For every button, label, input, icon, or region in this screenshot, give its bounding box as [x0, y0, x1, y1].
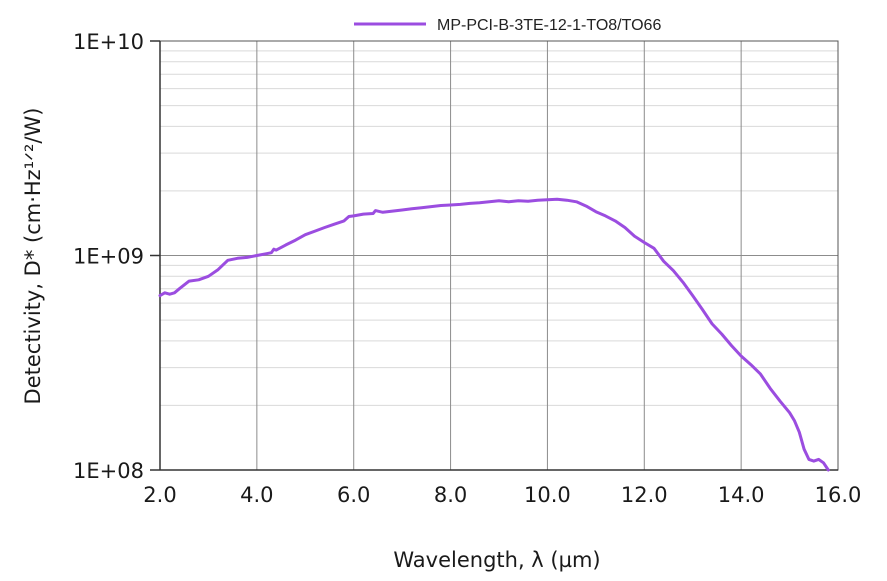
axes: [150, 40, 838, 471]
x-tick-label: 16.0: [815, 483, 862, 507]
x-tick-label: 6.0: [337, 483, 370, 507]
y-tick-labels: 1E+08 1E+09 1E+10: [73, 30, 144, 483]
legend-label-mp-pci: MP-PCI-B-3TE-12-1-TO8/TO66: [437, 17, 661, 34]
y-tick-label: 1E+10: [73, 30, 144, 54]
x-axis-title: Wavelength, λ (µm): [393, 548, 600, 572]
series-line-mp-pci: [158, 197, 830, 472]
legend: MP-PCI-B-3TE-12-1-TO8/TO66: [354, 17, 661, 34]
x-tick-label: 2.0: [143, 483, 176, 507]
x-tick-label: 10.0: [524, 483, 571, 507]
series-layer: [158, 197, 830, 472]
x-tick-label: 14.0: [718, 483, 765, 507]
y-axis-title: Detectivity, D* (cm·Hz¹ᐟ²/W): [21, 108, 45, 405]
grid-lines: [159, 40, 839, 471]
x-tick-label: 8.0: [434, 483, 467, 507]
x-tick-label: 4.0: [240, 483, 273, 507]
y-tick-label: 1E+08: [73, 459, 144, 483]
x-tick-label: 12.0: [621, 483, 668, 507]
x-tick-labels: 2.0 4.0 6.0 8.0 10.0 12.0 14.0 16.0: [143, 483, 861, 507]
y-tick-label: 1E+09: [73, 245, 144, 269]
